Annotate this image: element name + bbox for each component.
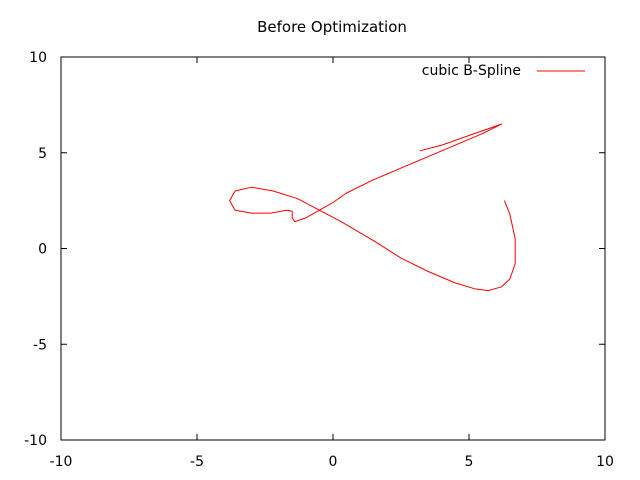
x-tick-label: 5 [465, 454, 474, 470]
x-tick-label: -5 [190, 454, 204, 470]
plot-frame [60, 56, 606, 441]
y-tick-label: -5 [33, 337, 47, 353]
x-tick-label: 0 [329, 454, 338, 470]
x-tick-label: -10 [50, 454, 73, 470]
y-tick-label: 5 [38, 146, 47, 162]
legend: cubic B-Spline [422, 63, 585, 79]
y-tick-label: 0 [38, 242, 47, 258]
y-tick-label: 10 [29, 50, 47, 66]
legend-label: cubic B-Spline [422, 63, 521, 79]
y-tick-label: -10 [24, 433, 47, 449]
chart-title: Before Optimization [257, 18, 407, 36]
series-line-0 [229, 123, 516, 292]
x-tick-label: 10 [596, 454, 614, 470]
